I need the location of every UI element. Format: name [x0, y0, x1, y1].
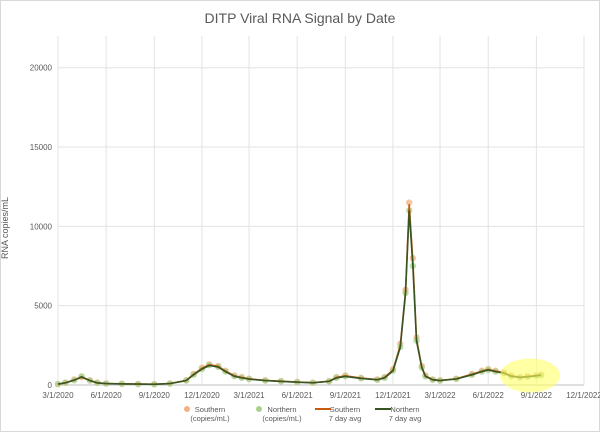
- series-line: [57, 204, 542, 386]
- legend-southern-avg-line: [315, 408, 331, 410]
- x-tick-label: 9/1/2020: [139, 391, 171, 400]
- legend-northern-avg-line: [375, 408, 391, 410]
- data-point: [405, 199, 413, 206]
- x-tick-label: 3/1/2021: [233, 391, 265, 400]
- legend-northern-marker: [256, 406, 262, 412]
- y-tick-label: 20000: [30, 64, 53, 73]
- y-tick-label: 5000: [34, 302, 52, 311]
- legend-northern-label: Northern (copies/mL): [262, 405, 302, 423]
- legend-southern-marker: [184, 406, 190, 412]
- x-tick-label: 9/1/2021: [330, 391, 362, 400]
- x-tick-label: 12/1/2022: [566, 391, 600, 400]
- x-tick-label: 9/1/2022: [521, 391, 553, 400]
- y-tick-label: 10000: [30, 222, 53, 231]
- x-tick-label: 12/1/2020: [184, 391, 220, 400]
- legend-southern-label: Southern (copies/mL): [190, 405, 230, 423]
- legend-item-southern-avg: Southern 7 day avg: [315, 405, 375, 423]
- legend-southern-avg-label: Southern 7 day avg: [328, 405, 362, 423]
- highlight-annotation: [500, 358, 561, 393]
- chart-title: DITP Viral RNA Signal by Date: [204, 10, 396, 26]
- x-tick-label: 12/1/2021: [375, 391, 411, 400]
- x-tick-label: 6/1/2021: [282, 391, 314, 400]
- x-tick-label: 3/1/2022: [424, 391, 456, 400]
- y-tick-label: 0: [48, 381, 53, 390]
- legend-item-southern: Southern (copies/mL): [180, 405, 240, 423]
- y-tick-label: 15000: [30, 143, 53, 152]
- x-tick-label: 3/1/2020: [42, 391, 74, 400]
- legend-item-northern: Northern (copies/mL): [252, 405, 312, 423]
- legend-northern-avg-label: Northern 7 day avg: [388, 405, 422, 423]
- legend-item-northern-avg: Northern 7 day avg: [375, 405, 435, 423]
- x-tick-label: 6/1/2022: [473, 391, 505, 400]
- x-tick-label: 6/1/2020: [91, 391, 123, 400]
- series-line: [57, 210, 542, 386]
